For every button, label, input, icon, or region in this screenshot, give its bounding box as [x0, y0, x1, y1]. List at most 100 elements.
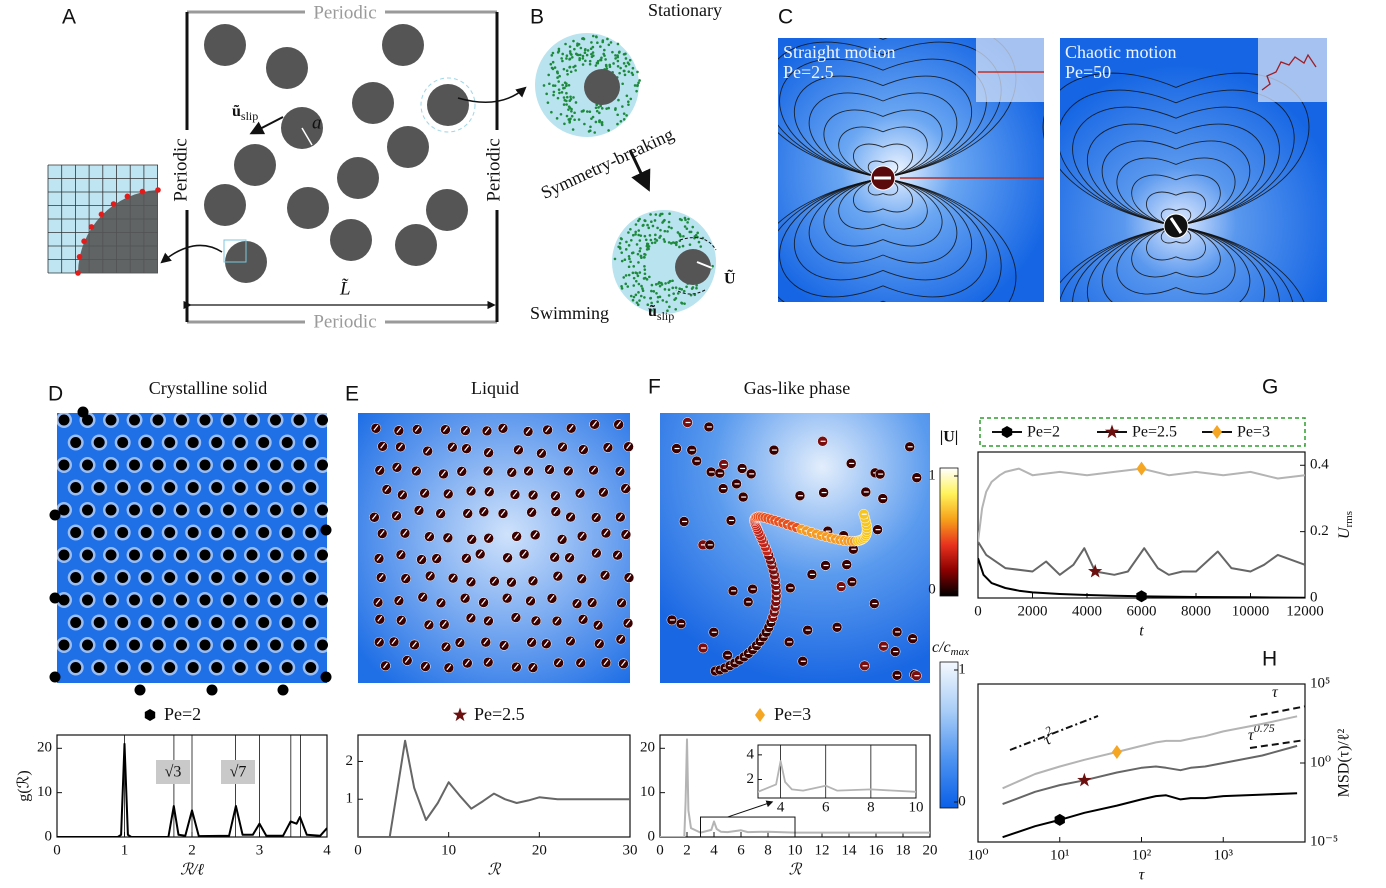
solute-dot [620, 259, 624, 263]
tick-label: 1 [928, 467, 936, 483]
x-tick-label: 6 [737, 842, 745, 858]
orientation [422, 489, 428, 496]
particle-edge [78, 190, 158, 273]
panel-letter: F [648, 376, 661, 399]
orientation [468, 487, 474, 494]
particle [211, 617, 223, 628]
particle [675, 249, 711, 285]
particle [58, 594, 70, 606]
x-tick-label: 10000 [1232, 603, 1270, 619]
node [110, 201, 117, 207]
orientation [373, 424, 379, 431]
solute-dot [659, 228, 662, 232]
y-axis-label: g(ℛ) [16, 770, 33, 801]
solute-dot [619, 119, 623, 123]
solute-dot [553, 66, 557, 69]
solute-dot [689, 293, 693, 297]
solute-dot [629, 239, 633, 242]
x-tick-label: 20 [532, 842, 547, 858]
panel-c: C Straight motion Pe=2.5 Chaotic motion … [778, 6, 1327, 302]
solute-dot [694, 233, 698, 237]
particle [234, 437, 246, 448]
solute-dot [598, 119, 602, 122]
annotation: √3 [165, 764, 182, 781]
streamline [1086, 123, 1177, 227]
orientation [378, 574, 384, 580]
solute-dot [616, 122, 619, 126]
solute-dot [572, 39, 575, 43]
velocity-arrow [696, 261, 713, 269]
orientation [552, 492, 558, 499]
streamline [882, 177, 913, 213]
solute-dot [573, 64, 577, 68]
x-tick-label: 4000 [1072, 603, 1102, 619]
streamline [1086, 225, 1177, 302]
particle [70, 662, 82, 673]
particle [199, 639, 211, 651]
orientation [486, 488, 492, 495]
x-tick-label: 0 [354, 842, 362, 858]
periodic-label: Periodic [170, 138, 191, 201]
orientation [592, 420, 598, 427]
solute-dot [643, 296, 646, 299]
streamline [1175, 174, 1221, 227]
particle [129, 414, 140, 426]
orientation [538, 449, 544, 456]
solute-dot [598, 111, 601, 115]
y-axis-label: Urms [1336, 511, 1355, 539]
solute-dot [584, 59, 587, 63]
particle [187, 437, 199, 448]
particle [70, 482, 82, 493]
particle [352, 82, 394, 124]
solute-dot [587, 130, 591, 133]
particle [281, 662, 293, 673]
particle [105, 549, 117, 561]
solute-dot [634, 271, 638, 275]
particles [49, 406, 923, 696]
particle [134, 684, 146, 696]
solute-dot [663, 240, 667, 243]
solute-dot [653, 219, 657, 222]
particle [105, 504, 117, 516]
particle [187, 482, 199, 493]
solute-dot [638, 239, 642, 242]
solute-dot [634, 230, 637, 234]
solute-dot [666, 230, 669, 233]
solute-dot [627, 265, 631, 269]
particle [58, 414, 70, 426]
solute-dot [669, 242, 673, 245]
solute-dot [685, 285, 688, 289]
orientation [404, 657, 410, 663]
series-line [978, 541, 1305, 576]
orientation [500, 424, 506, 431]
orientation [605, 444, 611, 450]
orientation [422, 663, 428, 669]
orientation [425, 447, 431, 454]
y-tick-label: 10 [37, 784, 52, 800]
solute-dot [620, 251, 624, 254]
solute-dot [629, 294, 633, 298]
solute-dot [594, 106, 598, 110]
solute-dot [683, 216, 687, 220]
particle [129, 504, 140, 516]
colorbar [939, 661, 959, 809]
solute-dot [568, 65, 572, 69]
particle [164, 572, 176, 583]
streamline [1175, 157, 1236, 227]
particle [317, 549, 328, 561]
orientation [477, 550, 483, 557]
y-tick-label: 10⁻⁵ [1310, 833, 1338, 849]
particle [211, 572, 223, 583]
solute-dot [622, 52, 626, 56]
solute-dot [685, 227, 689, 230]
solute-dot [578, 53, 582, 57]
orientation [619, 599, 624, 606]
orientation [440, 470, 446, 477]
solute-dot [616, 59, 620, 63]
orientation [396, 597, 402, 604]
trajectory-inset [976, 38, 1044, 102]
solute-dot [628, 58, 632, 62]
solute-dot [649, 238, 653, 242]
solute-dot [674, 243, 678, 247]
